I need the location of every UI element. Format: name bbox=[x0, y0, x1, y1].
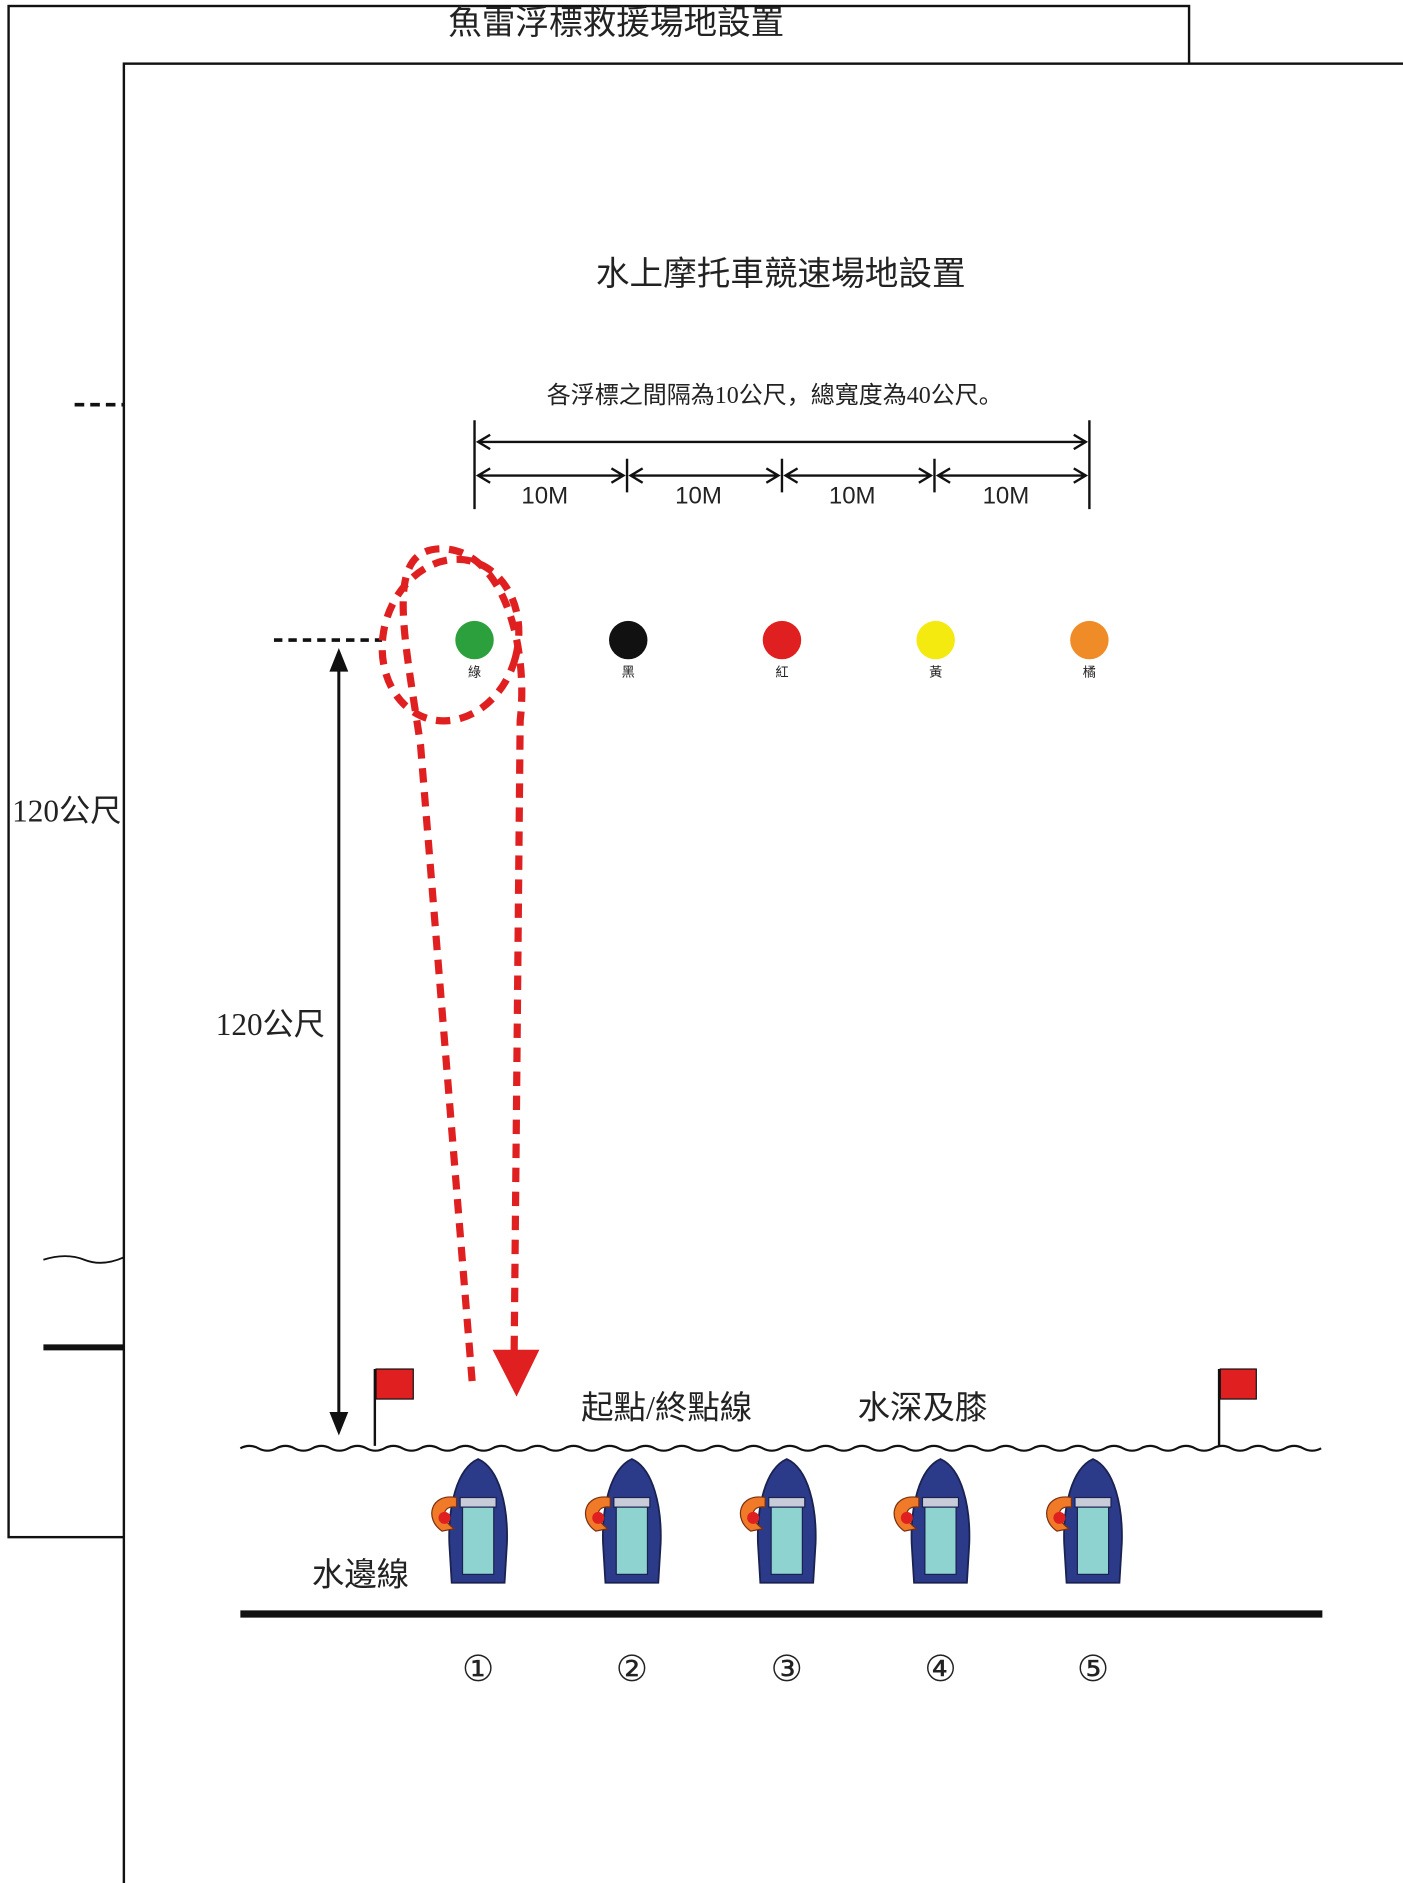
segment-label: 10M bbox=[675, 483, 722, 510]
segment-arrow bbox=[783, 467, 934, 484]
shore-label: 水邊線 bbox=[312, 1556, 409, 1593]
rider-head bbox=[592, 1511, 605, 1524]
rider-head bbox=[747, 1511, 760, 1524]
deck bbox=[924, 1504, 957, 1575]
spacing-note: 各浮標之間隔為10公尺，總寬度為40公尺。 bbox=[547, 382, 1003, 409]
segment-arrow bbox=[475, 467, 626, 484]
buoy bbox=[609, 620, 648, 660]
rider-head bbox=[1053, 1511, 1066, 1524]
lane-number: ① bbox=[462, 1648, 494, 1689]
water-wave bbox=[239, 1444, 1322, 1452]
seat bbox=[459, 1496, 497, 1508]
segment-label: 10M bbox=[829, 483, 876, 510]
jet-ski bbox=[585, 1458, 662, 1584]
back-distance: 120公尺 bbox=[12, 793, 121, 828]
lane-number: ⑤ bbox=[1077, 1648, 1109, 1689]
rider-head bbox=[900, 1511, 913, 1524]
jet-ski bbox=[431, 1458, 508, 1584]
buoy-label: 黃 bbox=[929, 665, 942, 680]
buoy bbox=[455, 620, 494, 660]
segment-arrow bbox=[935, 467, 1089, 484]
dimension-lines bbox=[473, 420, 1091, 510]
back-wave bbox=[43, 1255, 125, 1264]
distance-label: 120公尺 bbox=[216, 1007, 325, 1042]
rider-head bbox=[438, 1511, 451, 1524]
segment-label: 10M bbox=[521, 483, 568, 510]
segment-label: 10M bbox=[983, 483, 1030, 510]
seat bbox=[921, 1496, 960, 1508]
deck bbox=[770, 1504, 803, 1575]
course-path bbox=[378, 545, 526, 1382]
jet-ski bbox=[1046, 1458, 1123, 1584]
buoy-label: 綠 bbox=[468, 665, 481, 680]
back-title: 魚雷浮標救援場地設置 bbox=[448, 4, 784, 42]
depth-label: 水深及膝 bbox=[858, 1389, 988, 1426]
buoy bbox=[762, 620, 802, 660]
front-panel bbox=[122, 62, 1403, 1883]
seat bbox=[768, 1496, 806, 1508]
buoy-label: 紅 bbox=[775, 665, 788, 680]
distance-arrow bbox=[329, 648, 349, 1436]
seat bbox=[1074, 1496, 1112, 1508]
buoy bbox=[916, 620, 955, 660]
jet-ski bbox=[893, 1458, 971, 1584]
lane-number: ② bbox=[616, 1648, 648, 1689]
deck bbox=[1076, 1504, 1110, 1575]
start-line-label: 起點/終點線 bbox=[581, 1389, 752, 1426]
segment-arrow bbox=[628, 467, 781, 484]
deck bbox=[615, 1504, 649, 1575]
lane-number: ③ bbox=[771, 1648, 803, 1689]
buoy bbox=[1070, 620, 1109, 660]
jet-ski bbox=[739, 1458, 817, 1584]
seat bbox=[613, 1496, 651, 1508]
buoy-label: 橘 bbox=[1083, 665, 1096, 680]
deck bbox=[461, 1504, 495, 1575]
lane-number: ④ bbox=[924, 1648, 956, 1689]
flags bbox=[373, 1368, 1257, 1446]
buoy-label: 黑 bbox=[622, 665, 635, 680]
course-arrowhead bbox=[492, 1349, 540, 1397]
front-title: 水上摩托車競速場地設置 bbox=[596, 255, 966, 293]
